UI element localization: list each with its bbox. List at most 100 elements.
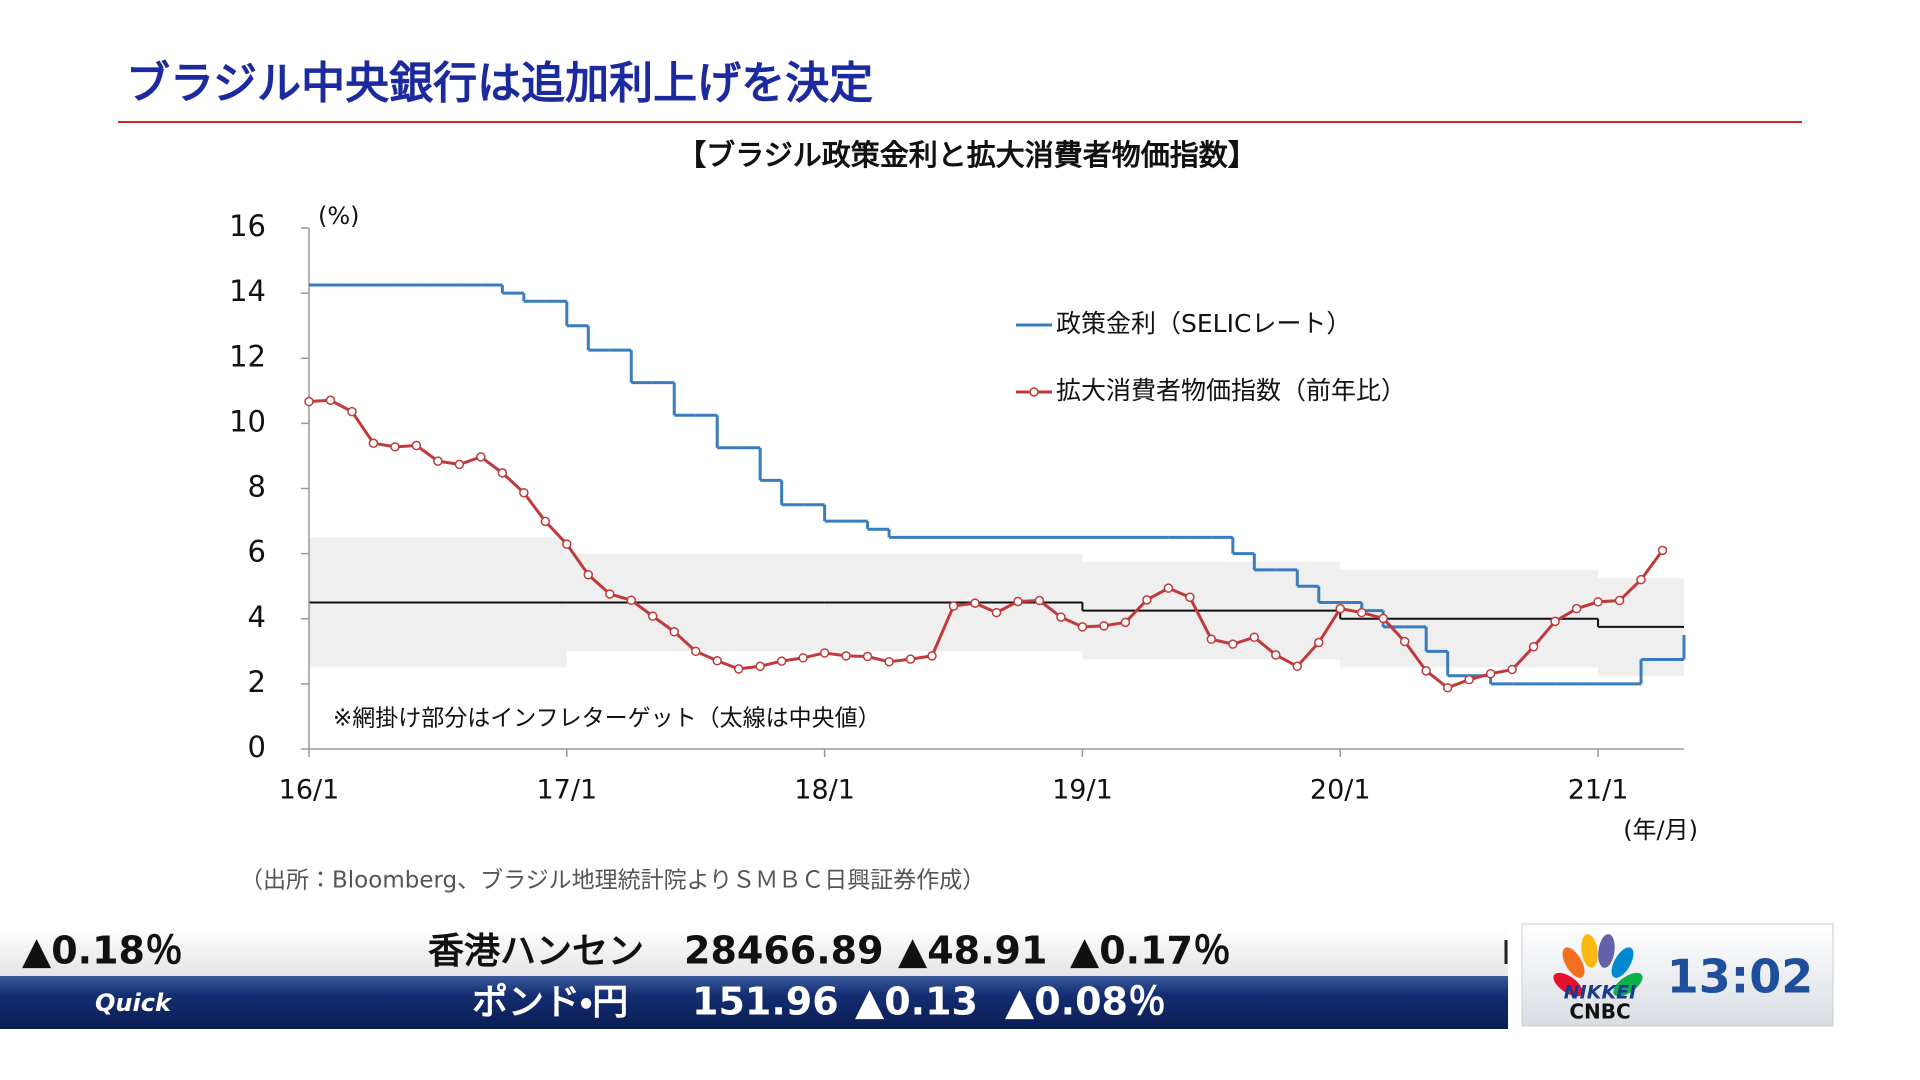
ticker-text: 28466.89 [684,929,884,973]
data-point [497,468,508,478]
data-point [905,654,916,664]
data-point [970,598,980,608]
ticker-text: ▲0.17％ [1070,929,1231,973]
y-tick-label: 14 [229,274,266,308]
axes: 0 2 4 6 8 10 12 14 16 16/1 17/1 18/1 19/1 20/1 21/1 [229,209,1684,806]
data-point [1056,612,1066,622]
data-point [626,595,637,605]
ticker-text: ▲0.13 [855,980,978,1024]
data-point [1335,603,1345,614]
data-point [304,396,314,407]
data-point [1034,595,1045,606]
data-point [1528,642,1539,652]
data-point [927,651,937,661]
data-point [368,438,379,448]
data-point [1464,674,1474,685]
data-point [755,661,765,672]
x-tick-label: 19/1 [1052,775,1113,806]
series-line [308,398,1664,690]
data-point [648,611,658,621]
data-point [1292,661,1303,672]
data-point [1356,607,1367,618]
ticker-bottom-bar [0,976,1508,1029]
y-tick-label: 10 [229,404,266,438]
y-tick-label: 2 [248,665,266,699]
target-band-layer [309,537,1684,676]
data-point [1657,545,1668,556]
x-tick-label: 16/1 [279,775,340,806]
chart-title: 【ブラジル政策金利と拡大消費者物価指数】 [677,138,1256,172]
data-point [433,456,443,466]
logo-text: CNBC [1569,1000,1630,1024]
data-point [1636,574,1646,585]
data-point [862,651,873,662]
data-point [1507,664,1517,675]
ticker-text: 香港ハンセン [428,931,644,972]
data-point [1593,597,1603,607]
data-point [1206,634,1217,645]
data-point [347,406,357,417]
data-point [519,487,529,498]
data-point [562,539,572,549]
data-point [690,646,701,657]
data-point [1614,595,1625,606]
y-tick-label: 0 [248,730,266,764]
x-tick-label: 17/1 [536,775,597,806]
x-tick-label: 21/1 [1568,775,1629,806]
y-unit: (%) [318,202,360,230]
data-point [1550,616,1560,627]
ticker-bottom: Quick ポンド・円 151.96 ▲0.13 ▲0.08％ [95,980,1166,1024]
x-unit: (年/月) [1623,816,1698,844]
data-point [1013,596,1023,607]
y-tick-label: 8 [248,470,266,504]
legend-label: 拡大消費者物価指数（前年比） [1056,376,1406,405]
ticker-text: ▲0.18％ [22,929,183,973]
data-point [1120,617,1131,628]
chart-note: ※網掛け部分はインフレターゲット（太線は中央値） [333,706,881,732]
data-point [1399,636,1410,647]
data-point [1099,621,1109,631]
logo-text: NIKKEI [1564,982,1636,1004]
ticker-top-bar [0,927,1508,977]
data-point [605,589,615,599]
data-point [712,656,722,666]
y-tick-label: 16 [229,209,266,243]
data-point [476,452,486,462]
data-point [1185,592,1195,603]
data-point [583,570,594,580]
data-point [798,653,808,663]
data-point [1485,669,1496,679]
ticker-text: 151.96 [692,980,839,1024]
data-point [841,651,851,661]
clock: 13:02 [1667,950,1813,1004]
data-point [1271,650,1281,660]
ticker-text: ▲0.08％ [1005,980,1166,1024]
data-point [411,440,422,451]
data-point [540,516,551,527]
chart-source: （出所：Bloomberg、ブラジル地理統計院よりＳＭＢＣ日興証券作成） [240,868,985,894]
data-point [1378,613,1388,624]
data-point [454,459,465,470]
legend-marker [1029,387,1039,397]
data-point [325,395,336,406]
data-point [1142,595,1152,605]
legend-label: 政策金利（SELICレート） [1056,309,1351,338]
data-point [1571,603,1582,614]
data-point [733,664,744,674]
ticker-top: ▲0.18％ 香港ハンセン 28466.89 ▲48.91 ▲0.17％ [22,929,1231,973]
legend: 政策金利（SELICレート） 拡大消費者物価指数（前年比） [1016,309,1406,405]
data-point [884,656,894,667]
data-point [1442,683,1453,693]
data-point [669,627,679,637]
ticker-text: ポンド・円 [472,981,628,1023]
data-point [1421,666,1431,676]
data-point [776,656,787,666]
y-tick-label: 4 [248,600,266,634]
data-point [1163,583,1174,593]
data-point [991,607,1002,618]
data-point [1228,639,1238,649]
data-point [390,442,400,452]
peacock-icon [1553,934,1643,997]
x-tick-label: 20/1 [1310,775,1371,806]
